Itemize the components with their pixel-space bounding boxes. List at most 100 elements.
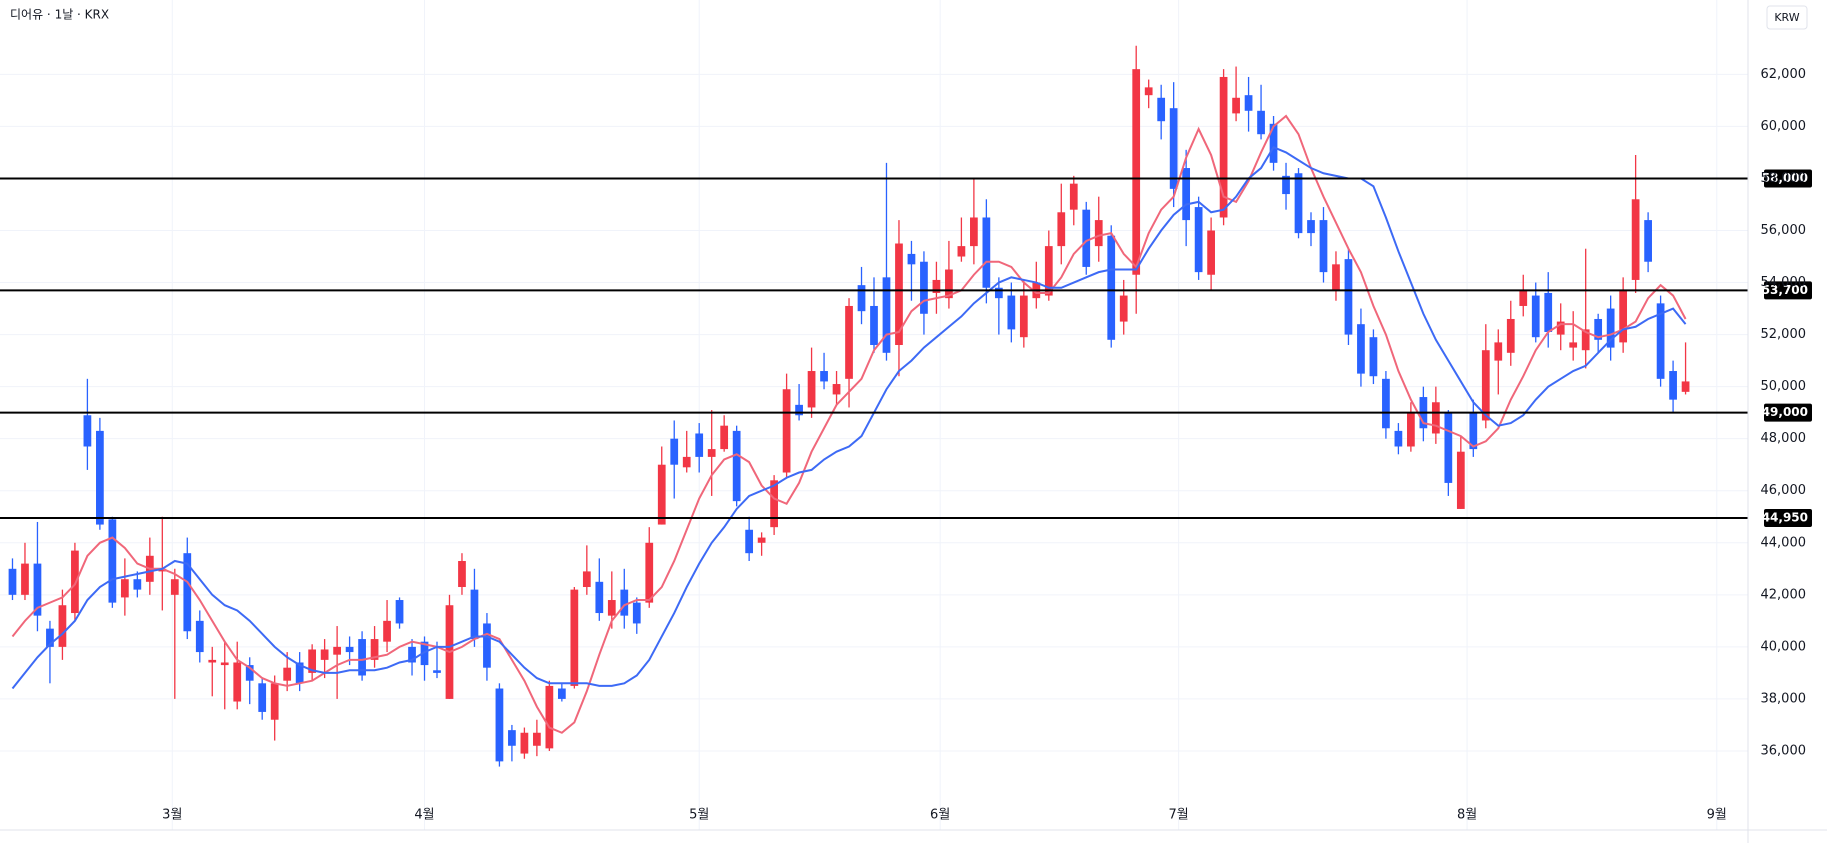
x-tick-label: 7월	[1169, 808, 1189, 823]
candle-body	[220, 662, 229, 666]
candle-body	[495, 688, 504, 762]
candle-body	[258, 683, 267, 712]
candle-body	[1619, 290, 1628, 343]
candle-body	[320, 649, 329, 660]
x-tick-label: 4월	[414, 808, 434, 823]
level-label: 58,000	[1762, 171, 1808, 185]
level-label-box	[1764, 281, 1812, 300]
candle-body	[557, 688, 566, 699]
candle-body	[957, 246, 966, 257]
candle-body	[782, 389, 791, 473]
candle-body	[1007, 295, 1016, 330]
candle-body	[458, 560, 466, 588]
candle-body	[1394, 430, 1403, 447]
candle-body	[1407, 412, 1415, 447]
candle-body	[21, 563, 29, 595]
candle-body	[582, 571, 591, 588]
candle-body	[1456, 451, 1465, 509]
candle-body	[208, 659, 217, 663]
candle-body	[358, 639, 366, 676]
candle-body	[96, 430, 104, 525]
candle-body	[757, 537, 766, 543]
candle-body	[1369, 337, 1378, 377]
candle-body	[308, 649, 317, 673]
candle-body	[1244, 95, 1253, 111]
candle-body	[1631, 199, 1640, 280]
candle-body	[1644, 220, 1652, 262]
candle-body	[857, 285, 866, 312]
candle-body	[470, 589, 479, 640]
candle-body	[682, 456, 691, 468]
candle-body	[170, 579, 179, 595]
candle-body	[1344, 259, 1353, 335]
candle-body	[245, 665, 254, 681]
candle-body	[545, 685, 554, 749]
candle-body	[1194, 207, 1203, 273]
y-tick-label: 62,000	[1761, 67, 1807, 82]
level-label: 49,000	[1762, 405, 1808, 419]
candle-body	[907, 253, 916, 265]
candle-body	[1132, 69, 1141, 275]
candle-body	[1044, 246, 1053, 296]
candle-body	[695, 433, 704, 457]
y-tick-label: 42,000	[1761, 587, 1807, 602]
y-tick-label: 52,000	[1761, 327, 1807, 342]
candle-body	[720, 425, 729, 450]
candle-body	[195, 620, 204, 653]
candle-body	[595, 581, 604, 614]
candle-body	[1157, 97, 1166, 122]
x-tick-label: 8월	[1457, 808, 1477, 823]
candle-body	[932, 279, 941, 293]
candle-body	[795, 404, 803, 416]
candle-body	[1057, 212, 1066, 247]
candle-body	[994, 287, 1003, 299]
y-tick-label: 46,000	[1761, 483, 1807, 498]
candle-body	[395, 600, 404, 624]
candle-body	[1094, 220, 1103, 247]
level-label: 53,700	[1762, 283, 1808, 297]
y-tick-label: 48,000	[1761, 431, 1807, 446]
candle-body	[1319, 220, 1328, 273]
ma-line	[11, 114, 1687, 734]
level-label-box	[1764, 509, 1812, 528]
candle-body	[1307, 220, 1315, 234]
currency-box[interactable]	[1766, 5, 1808, 30]
candle-body	[83, 415, 92, 447]
candle-body	[133, 579, 142, 590]
candle-body	[1207, 230, 1215, 275]
candle-body	[1144, 87, 1153, 96]
x-tick-label: 3월	[162, 808, 182, 823]
candle-body	[1594, 318, 1603, 340]
levels: 58,000 53,700 49,000 44,950	[0, 169, 1812, 528]
candle-body	[1556, 321, 1565, 335]
candle-body	[1182, 168, 1191, 221]
candle-body	[1519, 290, 1528, 306]
candle-body	[1294, 173, 1303, 234]
candle-body	[970, 217, 978, 247]
candle-body	[745, 529, 754, 554]
candle-body	[333, 646, 341, 655]
marks	[8, 45, 1690, 767]
candle-body	[832, 384, 841, 395]
candle-body	[570, 589, 579, 686]
candle-body	[607, 600, 616, 616]
currency-label[interactable]: KRW	[1774, 11, 1799, 24]
candle-body	[820, 371, 828, 382]
candle-body	[645, 542, 654, 603]
candle-body	[845, 305, 853, 379]
candle-body	[383, 620, 391, 642]
candle-body	[1431, 402, 1440, 434]
candle-body	[1357, 324, 1365, 374]
candle-body	[270, 683, 279, 720]
candle-body	[408, 646, 416, 663]
x-tick-label: 9월	[1707, 808, 1727, 823]
candle-body	[1019, 295, 1028, 338]
candle-body	[508, 730, 516, 746]
y-tick-label: 44,000	[1761, 535, 1807, 550]
candle-body	[370, 639, 379, 660]
y-tick-label: 56,000	[1761, 223, 1807, 238]
y-tick-label: 36,000	[1761, 743, 1807, 758]
candle-body	[707, 449, 716, 457]
